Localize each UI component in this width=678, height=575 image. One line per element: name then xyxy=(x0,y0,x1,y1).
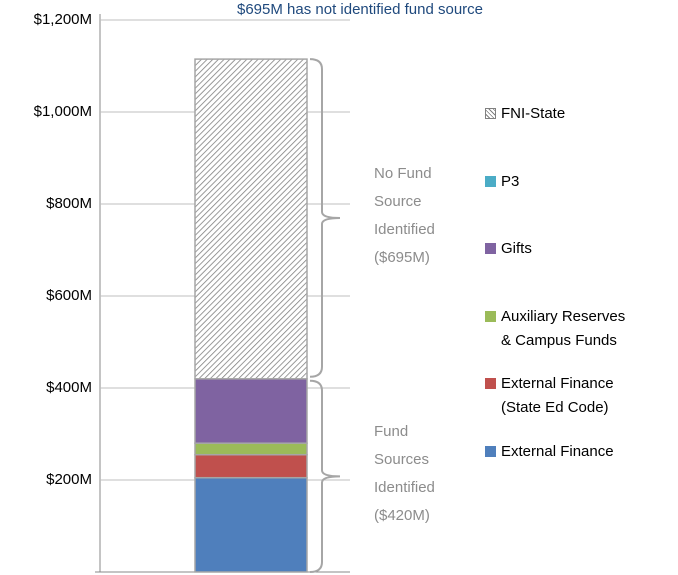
brace xyxy=(309,379,341,573)
legend-swatch xyxy=(485,175,496,187)
legend-item: Auxiliary Reserves & Campus Funds xyxy=(485,305,625,353)
legend-label: External Finance xyxy=(501,442,614,460)
legend-item: External Finance xyxy=(485,440,614,464)
legend-item: Gifts xyxy=(485,237,532,261)
y-tick-label: $1,000M xyxy=(34,103,92,120)
y-tick-label: $600M xyxy=(46,287,92,304)
legend-swatch xyxy=(485,310,496,322)
bar-segment xyxy=(194,453,308,479)
y-tick-label: $800M xyxy=(46,195,92,212)
legend-label: External Finance (State Ed Code) xyxy=(501,375,614,416)
legend-item: External Finance (State Ed Code) xyxy=(485,372,614,420)
bar-segment xyxy=(194,58,308,380)
legend-item: FNI-State xyxy=(485,102,565,126)
chart-title: $695M has not identified fund source xyxy=(237,1,483,18)
y-tick-label: $1,200M xyxy=(34,11,92,28)
y-tick-label: $400M xyxy=(46,379,92,396)
legend-swatch xyxy=(485,108,496,119)
legend-label: Gifts xyxy=(501,240,532,257)
legend-swatch xyxy=(485,243,496,254)
legend-swatch xyxy=(485,445,496,457)
y-tick-label: $200M xyxy=(46,471,92,488)
legend-item: P3 xyxy=(485,170,519,194)
bar-segment xyxy=(194,476,308,573)
bar-segment xyxy=(194,378,308,444)
annotation: Fund Sources Identified ($420M) xyxy=(374,423,435,525)
legend-label: Auxiliary Reserves & Campus Funds xyxy=(501,307,626,349)
legend-swatch xyxy=(485,378,496,389)
brace xyxy=(309,58,341,378)
legend-label: P3 xyxy=(501,172,520,190)
legend-label: FNI-State xyxy=(501,105,566,122)
annotation: No Fund Source Identified ($695M) xyxy=(374,164,435,266)
bar-segment xyxy=(194,442,308,456)
